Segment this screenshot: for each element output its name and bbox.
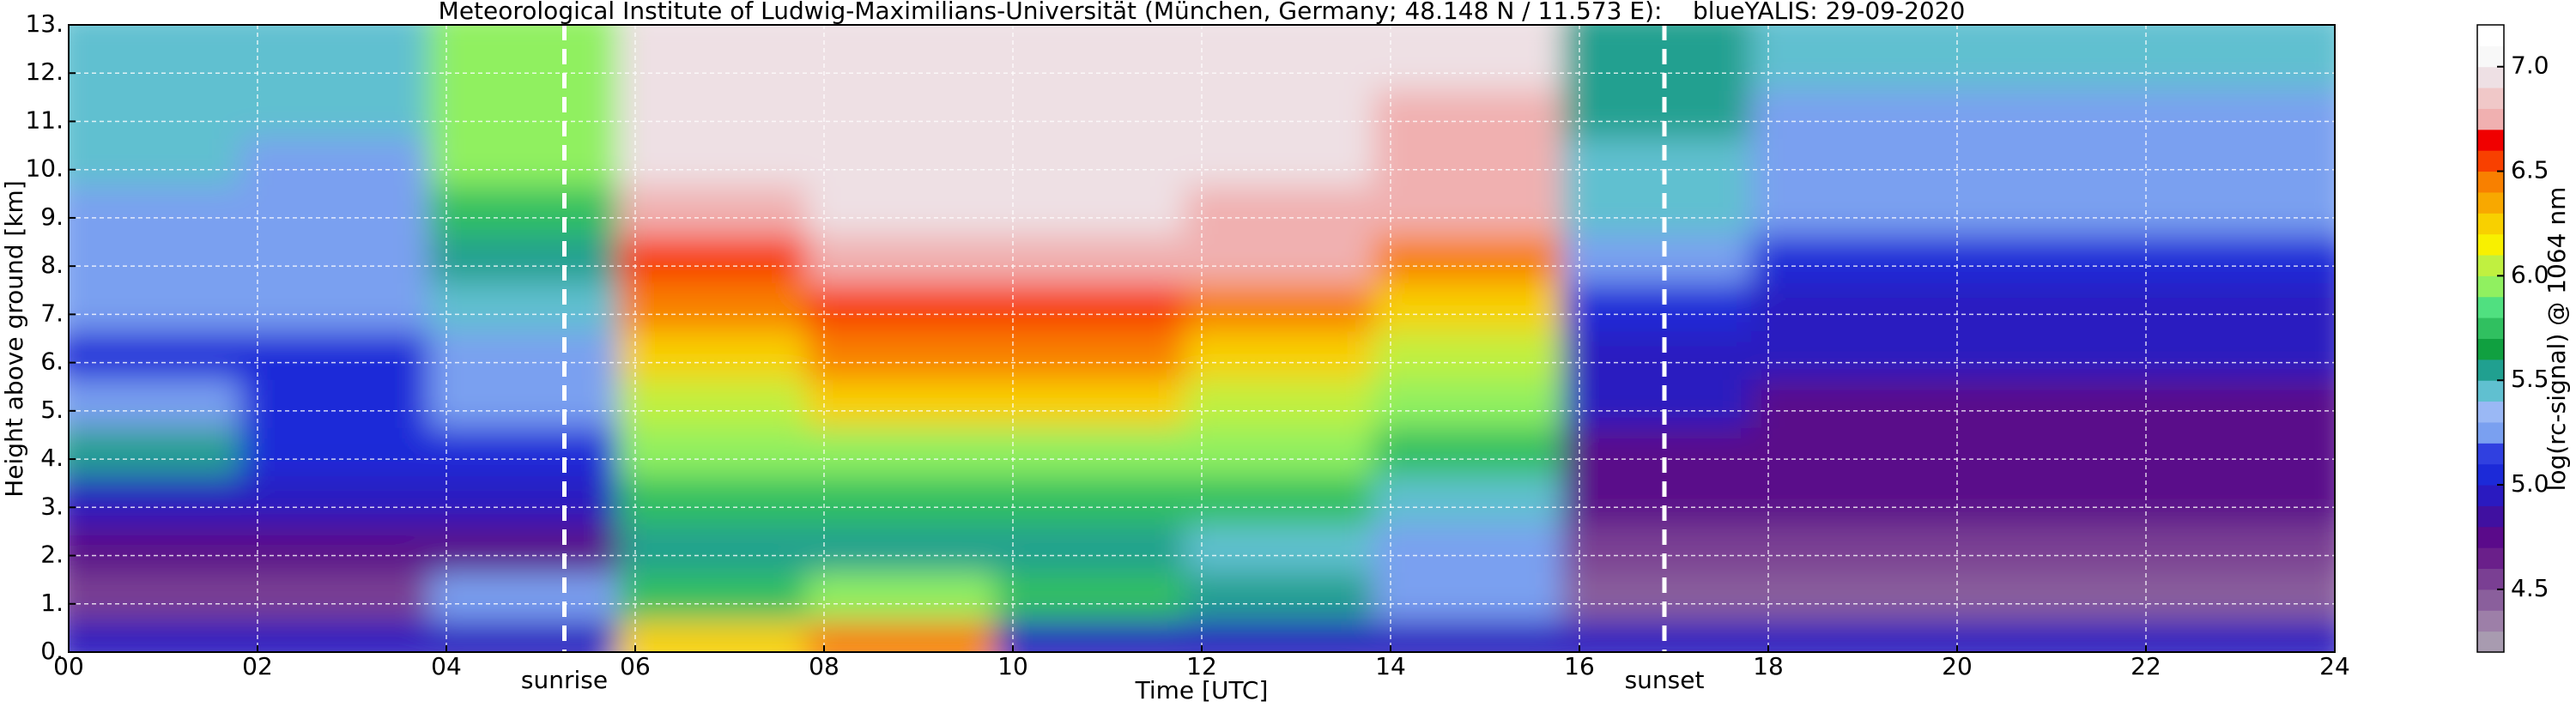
- colorbar-swatch: [2477, 108, 2504, 130]
- colorbar-swatch: [2477, 88, 2504, 109]
- heat-cell: [807, 25, 1030, 91]
- y-tick-label: 4.: [40, 444, 64, 472]
- colorbar-frame: [2476, 24, 2505, 653]
- colorbar-swatch: [2477, 526, 2504, 548]
- colorbar-swatch: [2477, 338, 2504, 360]
- x-tick-label: 18: [1753, 652, 1784, 680]
- y-tick-label: 13.: [25, 9, 64, 38]
- y-tick-label: 5.: [40, 396, 64, 424]
- x-tick-label: 24: [2319, 652, 2350, 680]
- colorbar-swatch: [2477, 401, 2504, 423]
- colorbar-swatch: [2477, 255, 2504, 276]
- colorbar-tick-label: 5.5: [2511, 365, 2549, 393]
- colorbar-swatch: [2477, 505, 2504, 528]
- x-tick-label: 02: [242, 652, 273, 680]
- y-tick-label: 2.: [40, 541, 64, 569]
- y-tick-label: 12.: [25, 57, 64, 86]
- colorbar-swatch: [2477, 25, 2504, 46]
- colorbar-label: log(rc-signal) @ 1064 nm: [2543, 187, 2571, 492]
- colorbar-swatch: [2477, 380, 2504, 402]
- colorbar-swatch: [2477, 589, 2504, 611]
- y-tick-label: 0.: [40, 637, 64, 665]
- colorbar-swatch: [2477, 150, 2504, 172]
- x-tick-label: 00: [53, 652, 84, 680]
- heat-cell: [2129, 25, 2335, 91]
- y-tick-label: 3.: [40, 492, 64, 520]
- heat-cell: [618, 25, 841, 91]
- x-tick-label: 08: [809, 652, 839, 680]
- colorbar-swatch: [2477, 547, 2504, 570]
- colorbar-swatch: [2477, 213, 2504, 235]
- colorbar-swatch: [2477, 171, 2504, 193]
- heat-cell: [1373, 25, 1597, 91]
- x-tick-label: 06: [620, 652, 651, 680]
- x-tick-label: 22: [2131, 652, 2161, 680]
- y-axis-label: Height above ground [km]: [0, 180, 28, 498]
- heat-cell: [240, 25, 464, 91]
- colorbar-swatch: [2477, 66, 2504, 88]
- colorbar-tick-label: 6.0: [2511, 260, 2549, 288]
- y-tick-label: 1.: [40, 589, 64, 617]
- annotation-label: sunset: [1625, 666, 1705, 694]
- colorbar-swatch: [2477, 610, 2504, 632]
- heat-cell: [1185, 25, 1408, 91]
- x-tick-label: 14: [1375, 652, 1406, 680]
- x-tick-label: 20: [1942, 652, 1973, 680]
- x-axis-label: Time [UTC]: [1135, 676, 1269, 704]
- colorbar-swatch: [2477, 191, 2504, 214]
- y-tick-label: 6.: [40, 347, 64, 376]
- y-tick-label: 10.: [25, 154, 64, 183]
- colorbar-tick-label: 5.0: [2511, 469, 2549, 498]
- heat-cell: [1940, 25, 2163, 91]
- heatmap: [69, 25, 2335, 652]
- x-tick-label: 12: [1186, 652, 1217, 680]
- y-tick-label: 11.: [25, 106, 64, 134]
- heat-cell: [996, 25, 1219, 91]
- colorbar-swatch: [2477, 421, 2504, 444]
- chart-title: Meteorological Institute of Ludwig-Maxim…: [439, 0, 1966, 25]
- plot-frame: [68, 24, 2336, 653]
- colorbar-swatch: [2477, 296, 2504, 318]
- colorbar-swatch: [2477, 568, 2504, 590]
- colorbar-tick-label: 7.0: [2511, 51, 2549, 80]
- colorbar-swatch: [2477, 275, 2504, 298]
- y-tick-label: 7.: [40, 299, 64, 327]
- colorbar-swatch: [2477, 485, 2504, 506]
- x-tick-label: 10: [997, 652, 1028, 680]
- colorbar-tick-label: 6.5: [2511, 156, 2549, 184]
- colorbar-swatch: [2477, 463, 2504, 486]
- x-tick-label: 04: [431, 652, 462, 680]
- colorbar-swatch: [2477, 233, 2504, 256]
- colorbar-swatch: [2477, 359, 2504, 381]
- colorbar-swatch: [2477, 443, 2504, 465]
- colorbar-tick-label: 4.5: [2511, 574, 2549, 602]
- colorbar-swatch: [2477, 45, 2504, 68]
- annotation-label: sunrise: [521, 666, 608, 694]
- colorbar-swatch: [2477, 317, 2504, 339]
- x-tick-label: 16: [1564, 652, 1595, 680]
- heat-cell: [429, 25, 652, 91]
- y-tick-label: 8.: [40, 251, 64, 279]
- colorbar-swatch: [2477, 631, 2504, 653]
- heat-cell: [1562, 25, 1785, 91]
- y-tick-label: 9.: [40, 202, 64, 231]
- colorbar-swatch: [2477, 129, 2504, 151]
- axes: 0. 1. 2. 3. 4. 5. 6. 7. 8. 9. 10. 11. 12. 13. 00 02 04 06…: [25, 9, 2549, 694]
- heat-cell: [1751, 25, 1974, 91]
